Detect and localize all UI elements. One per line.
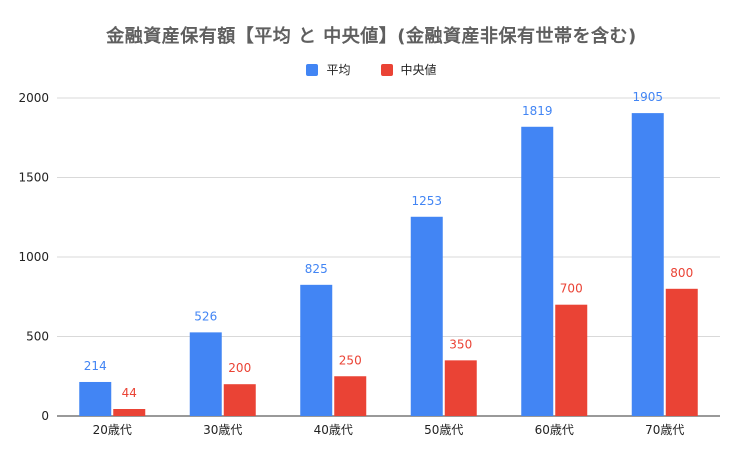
bar-average — [79, 381, 112, 416]
x-tick-label: 70歳代 — [645, 423, 684, 437]
data-label-average: 825 — [305, 262, 328, 276]
x-tick-label: 40歳代 — [314, 423, 353, 437]
bar-median — [113, 409, 146, 416]
legend-item-average: 平均 — [306, 61, 351, 78]
bar-average — [410, 216, 443, 416]
x-tick-label: 50歳代 — [424, 423, 463, 437]
bar-median — [223, 384, 256, 416]
y-tick-label: 2000 — [18, 91, 49, 105]
data-label-average: 214 — [84, 359, 107, 373]
bar-median — [444, 360, 477, 416]
data-label-median: 200 — [228, 361, 251, 375]
y-tick-label: 0 — [41, 409, 49, 423]
data-label-average: 526 — [194, 309, 217, 323]
bar-median — [334, 376, 367, 416]
data-label-median: 250 — [339, 353, 362, 367]
data-label-average: 1905 — [632, 90, 663, 104]
x-tick-label: 30歳代 — [203, 423, 242, 437]
bar-median — [665, 288, 698, 416]
data-label-median: 800 — [670, 266, 693, 280]
data-label-average: 1253 — [411, 194, 442, 208]
data-label-median: 700 — [560, 282, 583, 296]
bar-average — [300, 284, 333, 416]
y-tick-label: 1000 — [18, 250, 49, 264]
y-tick-label: 1500 — [18, 171, 49, 185]
legend-swatch-average — [306, 63, 319, 76]
bar-average — [521, 126, 554, 417]
chart-legend: 平均 中央値 — [0, 61, 743, 78]
bar-average — [189, 332, 222, 416]
legend-label-average: 平均 — [326, 63, 351, 77]
data-label-average: 1819 — [522, 104, 553, 118]
data-label-median: 44 — [122, 386, 137, 400]
chart-title: 金融資産保有額【平均 と 中央値】(金融資産非保有世帯を含む) — [106, 26, 637, 47]
x-tick-label: 20歳代 — [93, 423, 132, 437]
legend-swatch-median — [380, 63, 393, 76]
data-label-median: 350 — [449, 337, 472, 351]
bar-median — [555, 304, 588, 416]
legend-label-median: 中央値 — [400, 63, 437, 77]
x-tick-label: 60歳代 — [535, 423, 574, 437]
legend-item-median: 中央値 — [380, 61, 437, 78]
bar-average — [631, 113, 664, 416]
y-tick-label: 500 — [26, 330, 49, 344]
